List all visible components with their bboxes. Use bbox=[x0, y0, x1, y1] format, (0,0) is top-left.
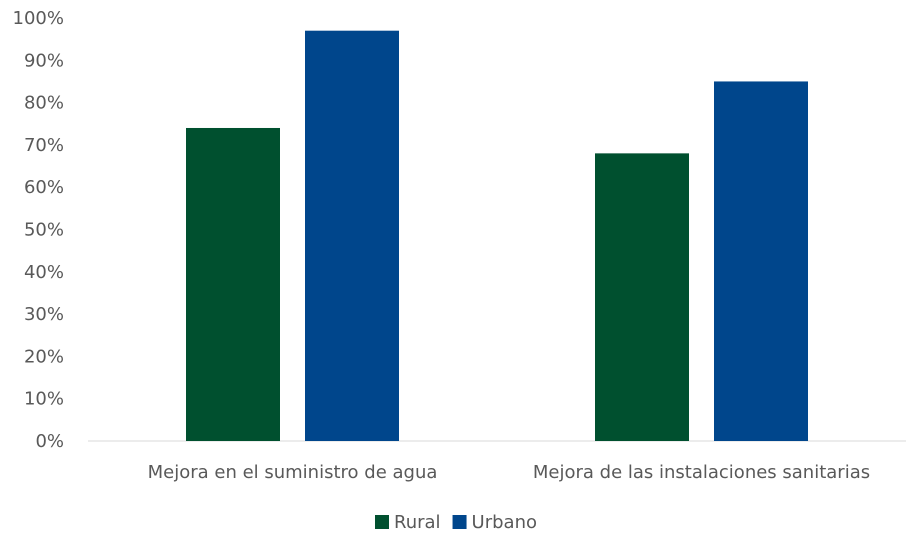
y-tick-label: 100% bbox=[13, 8, 64, 29]
bar-urbano-1 bbox=[305, 30, 399, 441]
bar-rural-1 bbox=[186, 127, 280, 441]
x-axis: Mejora en el suministro de agua Mejora de… bbox=[148, 462, 871, 483]
bars bbox=[186, 30, 808, 442]
y-tick-label: 60% bbox=[24, 177, 64, 198]
bar-rural-2 bbox=[595, 153, 689, 442]
y-tick-label: 50% bbox=[24, 220, 64, 241]
legend-swatch-urbano bbox=[452, 515, 467, 529]
y-tick-label: 90% bbox=[24, 50, 64, 71]
y-tick-label: 0% bbox=[35, 431, 64, 452]
x-category-label: Mejora en el suministro de agua bbox=[148, 462, 438, 483]
legend: Rural Urbano bbox=[375, 512, 537, 533]
y-tick-label: 10% bbox=[24, 389, 64, 410]
bar-urbano-2 bbox=[714, 81, 808, 441]
y-tick-label: 70% bbox=[24, 135, 64, 156]
y-tick-label: 40% bbox=[24, 262, 64, 283]
legend-label-urbano: Urbano bbox=[472, 512, 537, 533]
y-tick-label: 30% bbox=[24, 304, 64, 325]
x-category-label: Mejora de las instalaciones sanitarias bbox=[533, 462, 870, 483]
legend-label-rural: Rural bbox=[394, 512, 441, 533]
legend-swatch-rural bbox=[375, 515, 389, 529]
y-tick-label: 20% bbox=[24, 346, 64, 367]
y-axis: 0% 10% 20% 30% 40% 50% 60% 70% 80% 90% 100% bbox=[13, 8, 64, 452]
y-tick-label: 80% bbox=[24, 93, 64, 114]
